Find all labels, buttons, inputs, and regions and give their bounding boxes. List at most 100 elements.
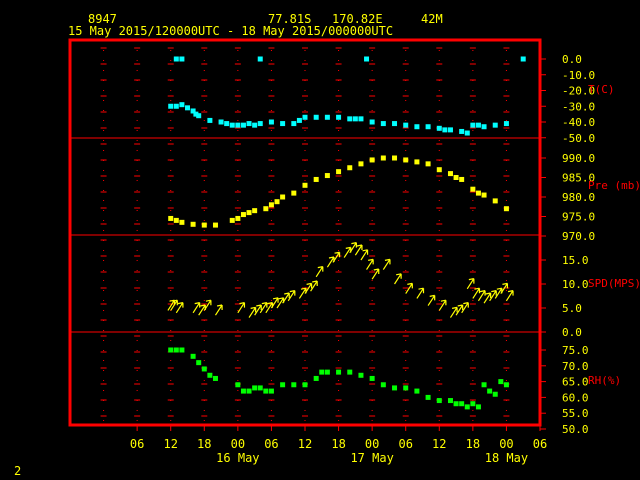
pressure-point	[436, 167, 442, 173]
wind-barb	[461, 302, 469, 314]
temperature-point	[392, 121, 398, 127]
humidity-point	[207, 372, 213, 378]
temperature-point	[442, 127, 448, 133]
pressure-point	[492, 198, 498, 204]
wind-barb	[170, 299, 178, 311]
wind-barb	[287, 290, 296, 302]
humidity-point	[263, 388, 269, 394]
y-tick-label: 15.0	[562, 254, 589, 267]
wind-barb	[483, 292, 492, 304]
pressure-point	[447, 171, 453, 177]
time-range-title: 15 May 2015/120000UTC - 18 May 2015/0000…	[68, 24, 394, 38]
x-day-label: 17 May	[350, 451, 393, 465]
pressure-point	[229, 217, 235, 223]
humidity-point	[302, 382, 308, 388]
humidity-point	[403, 385, 409, 391]
temperature-point	[347, 116, 353, 122]
pressure-point	[358, 161, 364, 167]
temperature-point	[436, 125, 442, 131]
temperature-point	[257, 56, 263, 62]
pressure-point	[475, 190, 481, 196]
temperature-point	[425, 124, 431, 130]
y-tick-label: 10.0	[562, 278, 589, 291]
y-tick-label: 65.0	[562, 376, 589, 389]
x-tick-label: 06	[130, 437, 144, 451]
pressure-point	[240, 212, 246, 218]
temperature-point	[235, 122, 241, 128]
temperature-point	[296, 117, 302, 123]
x-tick-label: 12	[298, 437, 312, 451]
wind-barb	[360, 249, 369, 261]
humidity-point	[257, 385, 263, 391]
y-tick-label: -50.0	[562, 132, 595, 145]
wind-barb	[489, 290, 497, 302]
humidity-point	[487, 388, 493, 394]
y-tick-label: 0.0	[562, 53, 582, 66]
humidity-point	[481, 382, 487, 388]
y-axis-title: RH(%)	[588, 374, 621, 387]
y-tick-label: 50.0	[562, 423, 589, 436]
station-id: 8947	[88, 12, 117, 26]
humidity-point	[464, 404, 470, 410]
wind-barb	[371, 268, 380, 280]
temperature-point	[291, 121, 297, 127]
temperature-point	[246, 121, 252, 127]
pressure-point	[369, 157, 375, 163]
wind-barb	[354, 244, 363, 256]
temperature-point	[268, 119, 274, 125]
temperature-point	[229, 122, 235, 128]
temperature-point	[257, 121, 263, 127]
humidity-point	[459, 401, 465, 407]
temperature-point	[503, 121, 509, 127]
temperature-point	[313, 114, 319, 120]
temperature-point	[302, 114, 308, 120]
pressure-point	[280, 194, 286, 200]
pressure-point	[173, 217, 179, 223]
pressure-point	[403, 157, 409, 163]
chart-frame	[68, 38, 542, 427]
pressure-point	[425, 161, 431, 167]
y-tick-label: -40.0	[562, 116, 595, 129]
temperature-point	[520, 56, 526, 62]
humidity-point	[235, 382, 241, 388]
temperature-point	[185, 105, 190, 111]
humidity-point	[380, 382, 386, 388]
x-tick-label: 18	[466, 437, 480, 451]
temperature-point	[252, 122, 258, 128]
y-tick-label: 75.0	[562, 344, 589, 357]
y-tick-label: 70.0	[562, 360, 589, 373]
pressure-point	[168, 215, 174, 221]
humidity-point	[168, 347, 174, 353]
humidity-point	[268, 388, 274, 394]
wind-barb	[192, 302, 201, 314]
temperature-point	[358, 116, 364, 122]
pressure-point	[459, 176, 465, 182]
pressure-point	[179, 219, 185, 225]
humidity-point	[498, 379, 504, 385]
wind-barb	[477, 290, 486, 302]
humidity-point	[313, 375, 319, 381]
wind-barb	[427, 294, 436, 306]
wind-barb	[254, 304, 262, 316]
pressure-point	[380, 155, 386, 161]
humidity-point	[358, 372, 364, 378]
pressure-point	[274, 199, 280, 205]
temperature-point	[464, 130, 470, 136]
pressure-point	[201, 222, 207, 228]
x-tick-label: 00	[499, 437, 513, 451]
y-tick-label: -30.0	[562, 100, 595, 113]
y-tick-label: 985.0	[562, 172, 595, 185]
wind-barb	[455, 304, 464, 316]
humidity-point	[246, 388, 252, 394]
station-elevation: 42M	[421, 12, 443, 26]
pressure-point	[336, 169, 342, 175]
temperature-point	[193, 111, 199, 117]
humidity-point	[447, 398, 453, 404]
wind-barb	[416, 287, 425, 299]
wind-barb	[270, 297, 279, 309]
pressure-point	[392, 155, 398, 161]
x-day-label: 18 May	[485, 451, 528, 465]
temperature-point	[224, 121, 230, 127]
temperature-point	[352, 116, 358, 122]
wind-barb	[304, 282, 313, 294]
